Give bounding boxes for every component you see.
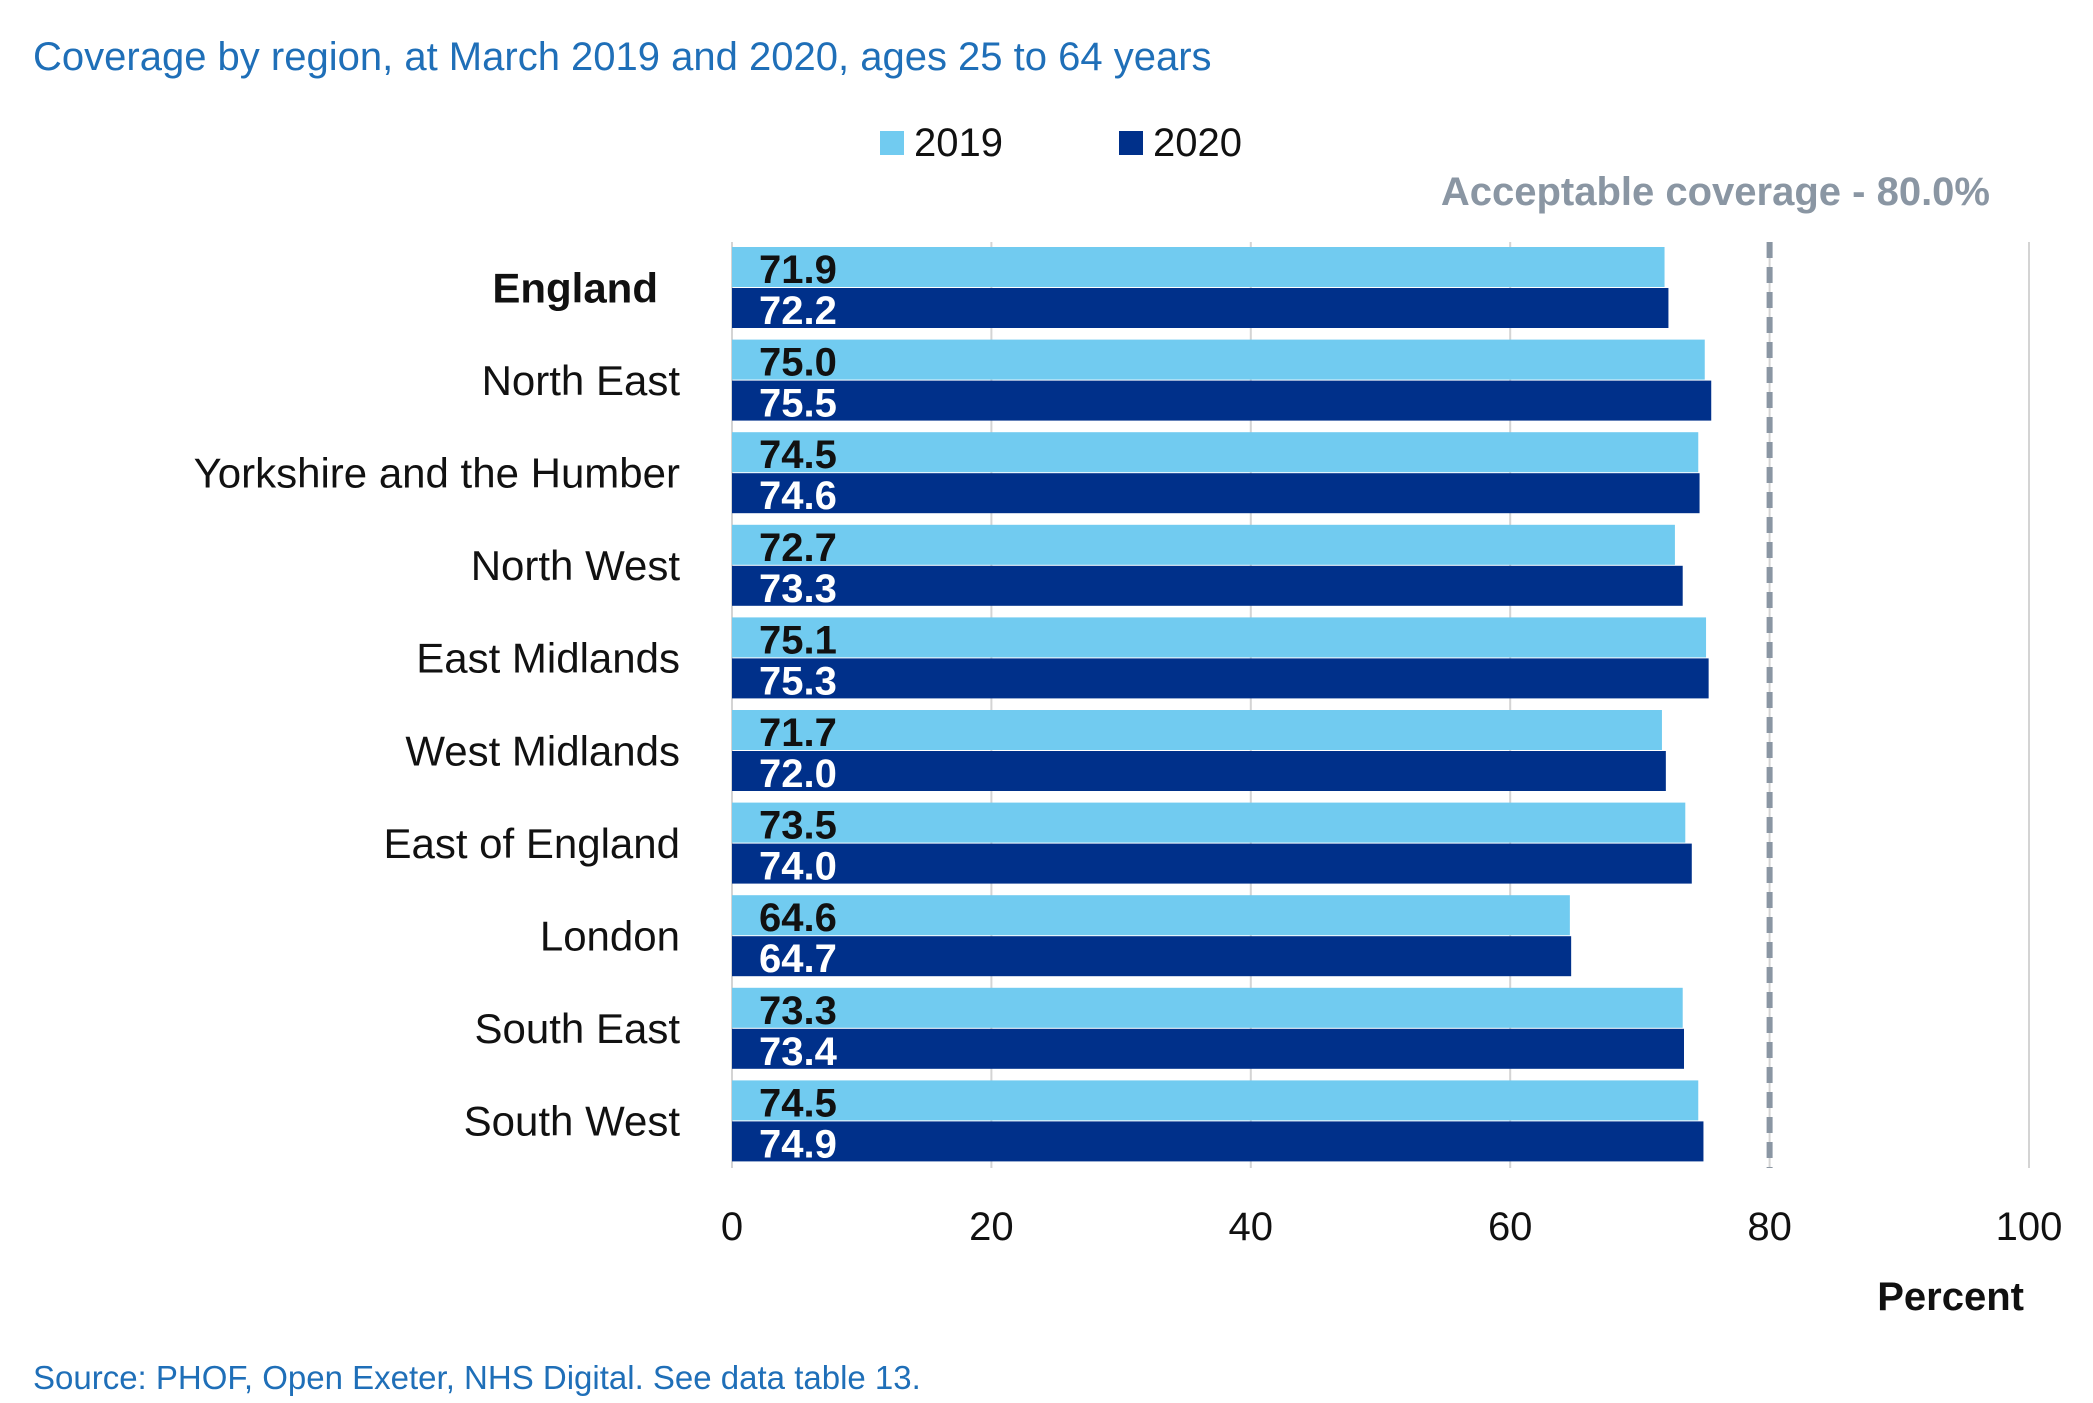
category-label-east-of-england: East of England xyxy=(383,820,680,867)
category-label-north-east: North East xyxy=(482,357,681,404)
value-label-south-west-2019: 74.5 xyxy=(759,1081,837,1125)
value-label-east-of-england-2020: 74.0 xyxy=(759,845,837,889)
legend-label-2020: 2020 xyxy=(1153,121,1242,165)
category-label-london: London xyxy=(540,913,680,960)
x-tick-labels: 0 20 40 60 80 100 xyxy=(721,1205,2063,1249)
value-label-london-2020: 64.7 xyxy=(759,937,837,981)
category-label-north-west: North West xyxy=(471,542,681,589)
x-tick-label-100: 100 xyxy=(1996,1205,2063,1249)
bar-east-of-england-2020 xyxy=(732,843,1692,884)
legend-swatch-2019 xyxy=(880,131,904,155)
x-tick-label-60: 60 xyxy=(1488,1205,1533,1249)
bar-england-2020 xyxy=(732,288,1669,328)
category-label-west-midlands: West Midlands xyxy=(405,727,680,774)
chart-title: Coverage by region, at March 2019 and 20… xyxy=(33,35,1212,79)
category-label-yorkshire-and-the-humber: Yorkshire and the Humber xyxy=(194,450,680,497)
category-label-south-east: South East xyxy=(475,1005,681,1052)
value-label-north-west-2020: 73.3 xyxy=(759,567,837,611)
value-label-england-2019: 71.9 xyxy=(759,248,837,292)
value-label-yorkshire-and-the-humber-2020: 74.6 xyxy=(759,474,837,518)
category-label-south-west: South West xyxy=(464,1098,681,1145)
value-label-london-2019: 64.6 xyxy=(759,896,837,940)
reference-line-label: Acceptable coverage - 80.0% xyxy=(1441,170,1990,214)
bar-yorkshire-and-the-humber-2020 xyxy=(732,473,1700,514)
value-label-west-midlands-2020: 72.0 xyxy=(759,752,837,796)
bar-england-2019 xyxy=(732,247,1665,287)
value-label-north-east-2019: 75.0 xyxy=(759,341,837,385)
value-label-west-midlands-2019: 71.7 xyxy=(759,711,837,755)
x-tick-label-40: 40 xyxy=(1229,1205,1274,1249)
value-label-yorkshire-and-the-humber-2019: 74.5 xyxy=(759,433,837,477)
bar-west-midlands-2020 xyxy=(732,751,1666,791)
bar-east-of-england-2019 xyxy=(732,802,1686,843)
bar-east-midlands-2019 xyxy=(732,617,1707,658)
x-tick-label-0: 0 xyxy=(721,1205,743,1249)
value-label-east-of-england-2019: 73.5 xyxy=(759,804,837,848)
bar-west-midlands-2019 xyxy=(732,710,1662,750)
bar-south-west-2019 xyxy=(732,1080,1699,1121)
x-tick-label-80: 80 xyxy=(1747,1205,1792,1249)
bar-london-2019 xyxy=(732,895,1570,936)
bar-north-west-2020 xyxy=(732,565,1683,606)
bar-south-west-2020 xyxy=(732,1121,1704,1162)
value-label-south-west-2020: 74.9 xyxy=(759,1122,837,1166)
bar-south-east-2019 xyxy=(732,987,1683,1028)
bar-north-west-2019 xyxy=(732,524,1675,565)
bar-south-east-2020 xyxy=(732,1028,1684,1069)
value-label-north-east-2020: 75.5 xyxy=(759,382,837,426)
value-label-east-midlands-2019: 75.1 xyxy=(759,618,837,662)
bar-yorkshire-and-the-humber-2019 xyxy=(732,432,1699,473)
bar-london-2020 xyxy=(732,936,1572,977)
category-label-england: England xyxy=(492,264,658,311)
bar-east-midlands-2020 xyxy=(732,658,1709,699)
legend: 2019 2020 xyxy=(880,121,1242,165)
legend-label-2019: 2019 xyxy=(914,121,1003,165)
category-labels: England North East Yorkshire and the Humbe… xyxy=(194,264,681,1144)
value-label-south-east-2019: 73.3 xyxy=(759,989,837,1033)
x-tick-label-20: 20 xyxy=(969,1205,1014,1249)
bar-north-east-2019 xyxy=(732,339,1705,380)
value-label-south-east-2020: 73.4 xyxy=(759,1030,838,1074)
legend-swatch-2020 xyxy=(1119,131,1143,155)
value-label-england-2020: 72.2 xyxy=(759,289,837,333)
category-label-east-midlands: East Midlands xyxy=(416,635,680,682)
bars xyxy=(732,247,1712,1162)
value-label-north-west-2019: 72.7 xyxy=(759,526,837,570)
source-note: Source: PHOF, Open Exeter, NHS Digital. … xyxy=(33,1359,921,1396)
value-label-east-midlands-2020: 75.3 xyxy=(759,659,837,703)
x-axis-title: Percent xyxy=(1877,1275,2024,1319)
value-labels: 71.972.275.075.574.574.672.773.375.175.3… xyxy=(759,248,838,1166)
bar-north-east-2020 xyxy=(732,380,1712,421)
